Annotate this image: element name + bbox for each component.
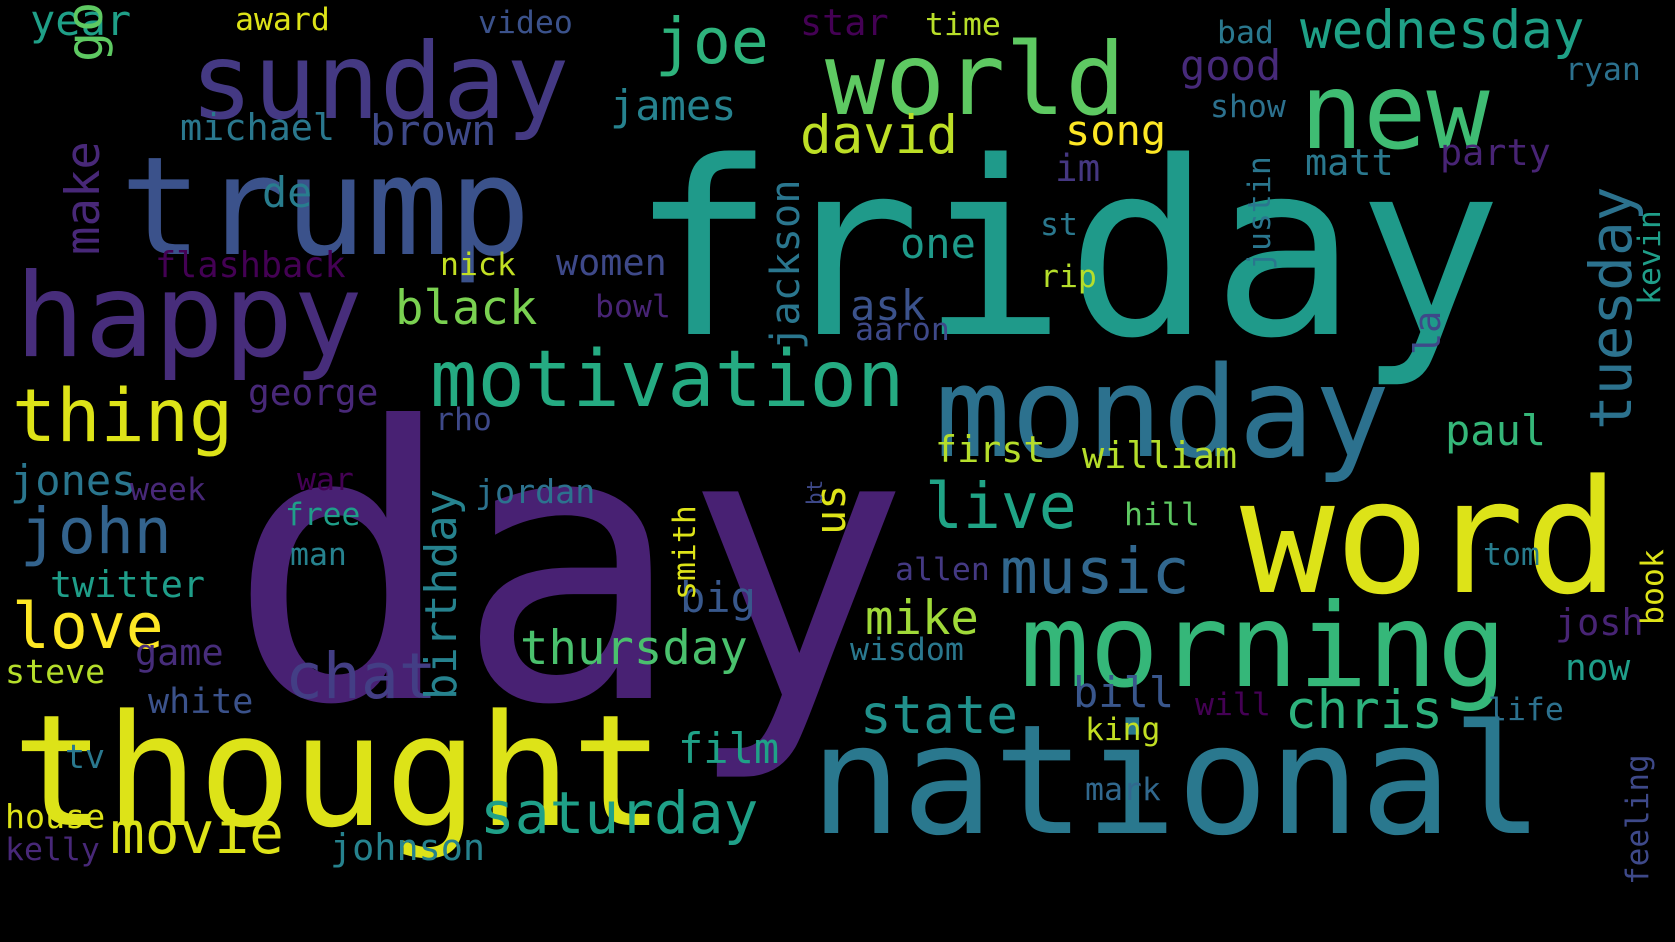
word-first: first [935, 428, 1046, 471]
word-kevin: kevin [1632, 210, 1668, 305]
word-nick: nick [440, 247, 516, 283]
word-bt: bt [803, 479, 827, 505]
word-ask: ask [850, 281, 926, 330]
word-brown: brown [370, 106, 497, 155]
word-good: good [1180, 41, 1282, 90]
word-rho: rho [435, 402, 492, 438]
word-time: time [925, 7, 1001, 43]
word-friday: friday [630, 110, 1503, 391]
word-mark: mark [1085, 772, 1161, 808]
word-video: video [478, 5, 573, 41]
word-thing: thing [12, 374, 234, 459]
word-kelly: kelly [5, 832, 100, 868]
word-trump: trump [120, 128, 531, 287]
word-day: day [228, 348, 911, 788]
word-birthday: birthday [416, 489, 467, 700]
word-national: national [810, 692, 1544, 869]
word-new: new [1300, 51, 1490, 173]
word-matt: matt [1305, 141, 1394, 184]
word-music: music [1000, 535, 1190, 608]
word-david: david [800, 105, 959, 166]
word-book: book [1635, 549, 1671, 625]
word-feeling: feeling [1620, 754, 1656, 885]
word-mike: mike [865, 591, 979, 646]
word-song: song [1065, 106, 1167, 155]
word-party: party [1440, 131, 1551, 174]
word-saturday: saturday [480, 779, 759, 847]
word-michael: michael [180, 106, 336, 149]
word-la: la [1406, 310, 1449, 355]
word-one: one [900, 219, 976, 268]
word-jordan: jordan [475, 472, 596, 511]
word-make: make [56, 141, 111, 255]
word-im: im [1055, 146, 1101, 190]
word-steve: steve [5, 652, 106, 691]
word-flashback: flashback [155, 245, 346, 286]
word-jackson: jackson [761, 179, 809, 350]
word-women: women [556, 241, 667, 284]
word-tv: tv [65, 737, 106, 776]
word-morning: morning [1020, 580, 1507, 714]
word-house: house [5, 797, 106, 836]
word-st: st [1040, 207, 1078, 243]
word-twitter: twitter [50, 563, 206, 606]
word-bill: bill [1073, 668, 1175, 717]
word-go: go [56, 2, 114, 63]
word-bowl: bowl [595, 289, 671, 325]
word-game: game [135, 631, 224, 674]
word-life: life [1488, 692, 1564, 728]
word-happy: happy [15, 250, 363, 384]
word-award: award [235, 2, 330, 38]
word-film: film [678, 724, 780, 773]
word-now: now [1565, 647, 1631, 689]
word-wisdom: wisdom [850, 632, 964, 668]
word-thought: thought [12, 681, 665, 862]
word-james: james [610, 81, 737, 130]
word-state: state [860, 685, 1019, 746]
word-de: de [262, 168, 313, 217]
word-motivation: motivation [430, 333, 905, 425]
word-bad: bad [1217, 15, 1274, 51]
word-king: king [1085, 712, 1161, 748]
word-sunday: sunday [190, 21, 570, 143]
word-love: love [12, 590, 164, 663]
word-black: black [395, 281, 538, 336]
word-chat: chat [285, 640, 437, 713]
word-chris: chris [1285, 680, 1444, 741]
word-man: man [290, 537, 347, 573]
word-george: george [248, 372, 379, 414]
word-allen: allen [895, 552, 990, 588]
word-big: big [680, 573, 756, 622]
word-wednesday: wednesday [1300, 0, 1585, 61]
word-rip: rip [1040, 259, 1097, 295]
word-aaron: aaron [855, 312, 950, 348]
word-war: war [297, 462, 354, 498]
word-live: live [925, 470, 1077, 543]
word-josh: josh [1555, 601, 1644, 644]
word-hill: hill [1124, 497, 1200, 533]
word-thursday: thursday [520, 621, 748, 676]
word-paul: paul [1445, 406, 1547, 455]
word-jones: jones [10, 456, 137, 505]
word-ryan: ryan [1565, 52, 1641, 88]
word-star: star [800, 1, 889, 44]
word-smith: smith [667, 505, 703, 600]
word-monday: monday [935, 339, 1391, 486]
word-william: william [1082, 434, 1238, 477]
word-year: year [30, 0, 132, 45]
word-joe: joe [655, 5, 769, 78]
word-tom: tom [1483, 537, 1540, 573]
word-show: show [1210, 89, 1286, 125]
word-movie: movie [110, 799, 284, 867]
word-justin: justin [1242, 156, 1278, 270]
word-will: will [1195, 687, 1271, 723]
word-word: word [1240, 447, 1620, 630]
word-john: john [20, 495, 172, 568]
word-johnson: johnson [330, 826, 486, 869]
word-world: world [825, 21, 1126, 138]
word-free: free [285, 497, 361, 533]
word-white: white [148, 682, 254, 722]
word-week: week [130, 472, 206, 508]
